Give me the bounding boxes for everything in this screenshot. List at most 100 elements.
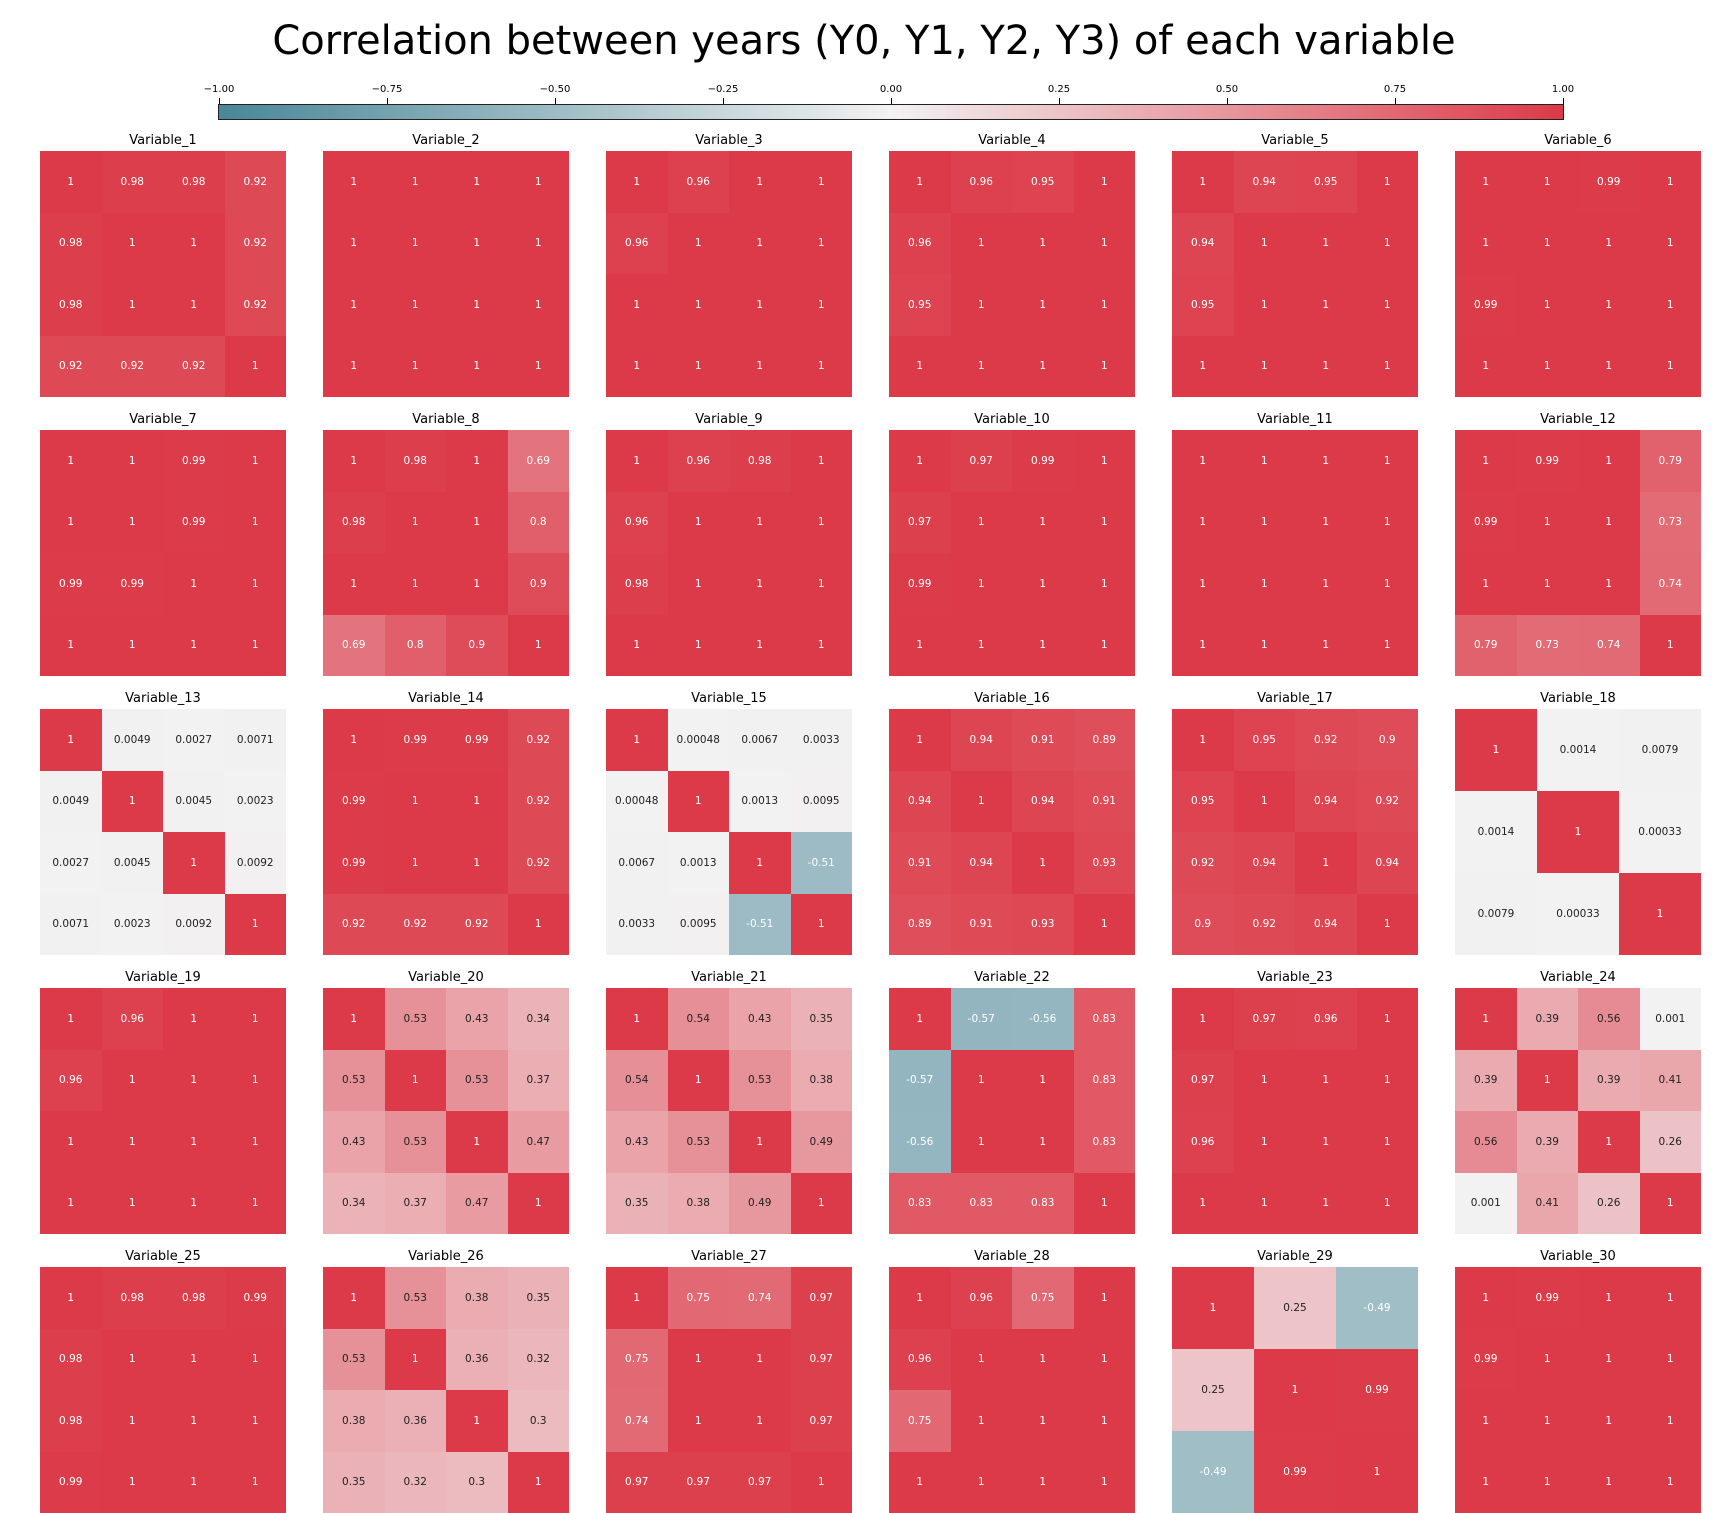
heatmap-cell: 0.99 — [1517, 1267, 1579, 1329]
heatmap-cell: 1 — [1074, 213, 1136, 275]
heatmap-cell: 1 — [1357, 213, 1419, 275]
heatmap-cell: 0.96 — [606, 213, 668, 275]
panel-title: Variable_3 — [606, 133, 852, 148]
heatmap-cell: 1 — [1455, 1267, 1517, 1329]
heatmap-cell: 1 — [163, 1452, 225, 1513]
panel-title: Variable_25 — [40, 1249, 286, 1264]
heatmap-cell: 0.49 — [791, 1111, 853, 1173]
heatmap-cell: 1 — [668, 615, 730, 677]
heatmap-cell: 0.32 — [508, 1329, 570, 1391]
heatmap-cell: 0.35 — [791, 988, 853, 1050]
heatmap-cell: 1 — [323, 988, 385, 1050]
heatmap-cell: 0.94 — [1234, 151, 1296, 213]
heatmap-cell: 1 — [102, 1111, 164, 1173]
heatmap-cell: 0.96 — [1172, 1111, 1234, 1173]
heatmap-cell: 1 — [1357, 274, 1419, 336]
heatmap-cell: 1 — [446, 1111, 508, 1173]
heatmap-cell: 0.0049 — [102, 709, 164, 771]
heatmap-cell: 1 — [889, 988, 951, 1050]
heatmap-cell: 0.92 — [508, 832, 570, 894]
heatmap-cell: 1 — [1234, 213, 1296, 275]
heatmap-cell: 0.35 — [508, 1267, 570, 1329]
heatmap-cell: 1 — [889, 430, 951, 492]
panel-title: Variable_18 — [1455, 691, 1701, 706]
heatmap-cell: 1 — [1455, 430, 1517, 492]
panel-title: Variable_8 — [323, 412, 569, 427]
panel-title: Variable_16 — [889, 691, 1135, 706]
heatmap-cell: 1 — [1172, 492, 1234, 554]
heatmap-cell: 1 — [1295, 1111, 1357, 1173]
heatmap-cell: 0.94 — [1012, 771, 1074, 833]
heatmap-cell: 1 — [889, 336, 951, 398]
panel-title: Variable_23 — [1172, 970, 1418, 985]
heatmap-cell: 0.38 — [791, 1050, 853, 1112]
heatmap-cell: 0.75 — [889, 1390, 951, 1452]
heatmap-cell: 1 — [1357, 894, 1419, 956]
heatmap-cell: -0.49 — [1172, 1431, 1254, 1513]
heatmap-cell: 1 — [1295, 492, 1357, 554]
heatmap-cell: 1 — [668, 213, 730, 275]
heatmap-cell: 1 — [729, 615, 791, 677]
heatmap-cell: 0.94 — [1357, 832, 1419, 894]
heatmap-cell: 1 — [163, 1050, 225, 1112]
panel-title: Variable_30 — [1455, 1249, 1701, 1264]
heatmap-cell: 0.94 — [951, 832, 1013, 894]
heatmap-cell: 0.92 — [225, 274, 287, 336]
heatmap-cell: 0.41 — [1517, 1173, 1579, 1235]
heatmap-cell: 0.0095 — [791, 771, 853, 833]
heatmap-cell: 0.99 — [446, 709, 508, 771]
heatmap-cell: 0.0092 — [225, 832, 287, 894]
heatmap-cell: 0.83 — [1074, 1111, 1136, 1173]
heatmap-cell: 1 — [889, 1267, 951, 1329]
heatmap-cell: 1 — [225, 988, 287, 1050]
heatmap-cell: 0.97 — [951, 430, 1013, 492]
heatmap-cell: 1 — [40, 492, 102, 554]
heatmap-cell: 1 — [40, 1111, 102, 1173]
heatmap-cell: 1 — [1012, 1329, 1074, 1391]
heatmap-cell: 1 — [1578, 1452, 1640, 1513]
heatmap-cell: 1 — [163, 1173, 225, 1235]
heatmap-cell: 1 — [1640, 1390, 1702, 1452]
heatmap-cell: 1 — [1295, 1173, 1357, 1235]
heatmap-cell: 1 — [385, 1050, 447, 1112]
heatmap-cell: 1 — [951, 1329, 1013, 1391]
heatmap-cell: 0.92 — [163, 336, 225, 398]
heatmap-cell: 1 — [225, 1111, 287, 1173]
heatmap-cell: 1 — [1640, 213, 1702, 275]
heatmap-cell: 1 — [606, 430, 668, 492]
heatmap-cell: 1 — [1640, 274, 1702, 336]
panel-title: Variable_4 — [889, 133, 1135, 148]
heatmap-cell: 1 — [1517, 213, 1579, 275]
heatmap-cell: -0.56 — [1012, 988, 1074, 1050]
heatmap-cell: 1 — [1640, 615, 1702, 677]
heatmap-cell: 1 — [1234, 771, 1296, 833]
heatmap-cell: 1 — [1578, 430, 1640, 492]
heatmap-cell: 0.96 — [951, 151, 1013, 213]
heatmap-cell: 1 — [668, 1329, 730, 1391]
heatmap-cell: 1 — [1074, 894, 1136, 956]
heatmap-cell: 0.83 — [1012, 1173, 1074, 1235]
heatmap-cell: 1 — [1012, 1452, 1074, 1513]
heatmap-cell: 0.92 — [1357, 771, 1419, 833]
heatmap-cell: 1 — [889, 151, 951, 213]
heatmap-cell: 1 — [225, 1329, 287, 1391]
heatmap-cell: 1 — [102, 274, 164, 336]
heatmap-cell: 1 — [40, 151, 102, 213]
heatmap-cell: 0.53 — [323, 1329, 385, 1391]
heatmap-cell: 1 — [385, 553, 447, 615]
heatmap-cell: 0.47 — [446, 1173, 508, 1235]
heatmap-cell: 0.99 — [40, 1452, 102, 1513]
heatmap-cell: 0.99 — [323, 771, 385, 833]
heatmap-cell: 0.0023 — [225, 771, 287, 833]
heatmap-cell: 1 — [1172, 151, 1234, 213]
heatmap-cell: 1 — [1172, 1173, 1234, 1235]
heatmap-cell: 0.98 — [606, 553, 668, 615]
heatmap-cell: 1 — [1640, 151, 1702, 213]
heatmap-cell: 1 — [225, 1452, 287, 1513]
heatmap-cell: 0.92 — [323, 894, 385, 956]
heatmap-cell: 0.8 — [385, 615, 447, 677]
heatmap-cell: 0.99 — [163, 492, 225, 554]
heatmap-cell: 0.96 — [889, 213, 951, 275]
heatmap-cell: 1 — [791, 1173, 853, 1235]
heatmap-cell: 1 — [225, 492, 287, 554]
